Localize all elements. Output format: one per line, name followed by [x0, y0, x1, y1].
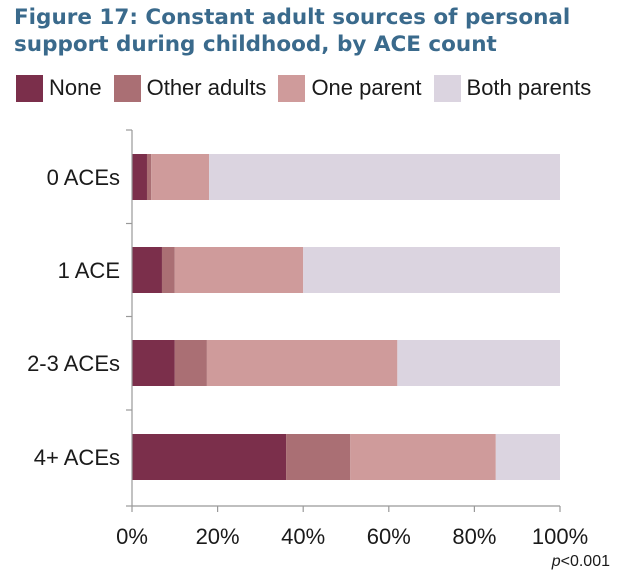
p-value-note: p<0.001 [552, 553, 610, 571]
legend-swatch-1 [113, 74, 141, 102]
legend-label-0: None [49, 75, 102, 100]
bar-segment-3-2 [350, 434, 496, 480]
chart-title: Figure 17: Constant adult sources of per… [14, 4, 614, 58]
bar-segment-3-3 [495, 434, 560, 480]
category-label-0: 0 ACEs [47, 165, 120, 190]
x-tick-label-3: 60% [367, 524, 411, 549]
legend-swatch-2 [278, 74, 306, 102]
p-value-text: <0.001 [560, 553, 610, 570]
bar-segment-2-0 [132, 340, 175, 386]
bar-segment-3-1 [286, 434, 351, 480]
bar-segment-0-3 [209, 154, 561, 200]
x-tick-label-5: 100% [532, 524, 588, 549]
legend-label-1: Other adults [146, 75, 267, 100]
legend-item-0: None [16, 74, 102, 102]
bar-segment-0-0 [132, 154, 147, 200]
chart-legend: None Other adults One parent Both parents [16, 74, 603, 102]
bar-segment-2-1 [174, 340, 207, 386]
category-label-3: 4+ ACEs [34, 445, 120, 470]
legend-label-3: Both parents [466, 75, 592, 100]
legend-item-1: Other adults [113, 74, 267, 102]
category-label-2: 2-3 ACEs [27, 351, 120, 376]
p-value-symbol: p [551, 553, 561, 570]
bar-segment-3-0 [132, 434, 287, 480]
x-tick-label-0: 0% [116, 524, 148, 549]
legend-swatch-0 [16, 74, 43, 102]
bar-segment-0-1 [146, 154, 152, 200]
chart-title-line-2: support during childhood, by ACE count [14, 32, 497, 57]
bar-segment-2-3 [397, 340, 560, 386]
x-tick-label-4: 80% [452, 524, 496, 549]
x-tick-label-1: 20% [196, 524, 240, 549]
bar-segment-1-1 [161, 247, 175, 293]
legend-label-2: One parent [311, 75, 422, 100]
legend-swatch-3 [433, 74, 461, 102]
chart-title-line-1: Figure 17: Constant adult sources of per… [14, 5, 571, 30]
category-label-1: 1 ACE [58, 258, 120, 283]
bar-segment-1-0 [132, 247, 162, 293]
legend-item-2: One parent [278, 74, 422, 102]
bar-segment-1-3 [303, 247, 560, 293]
x-tick-label-2: 40% [281, 524, 325, 549]
bar-segment-1-2 [174, 247, 304, 293]
bar-segment-0-2 [151, 154, 210, 200]
bar-segment-2-2 [206, 340, 398, 386]
legend-item-3: Both parents [433, 74, 592, 102]
